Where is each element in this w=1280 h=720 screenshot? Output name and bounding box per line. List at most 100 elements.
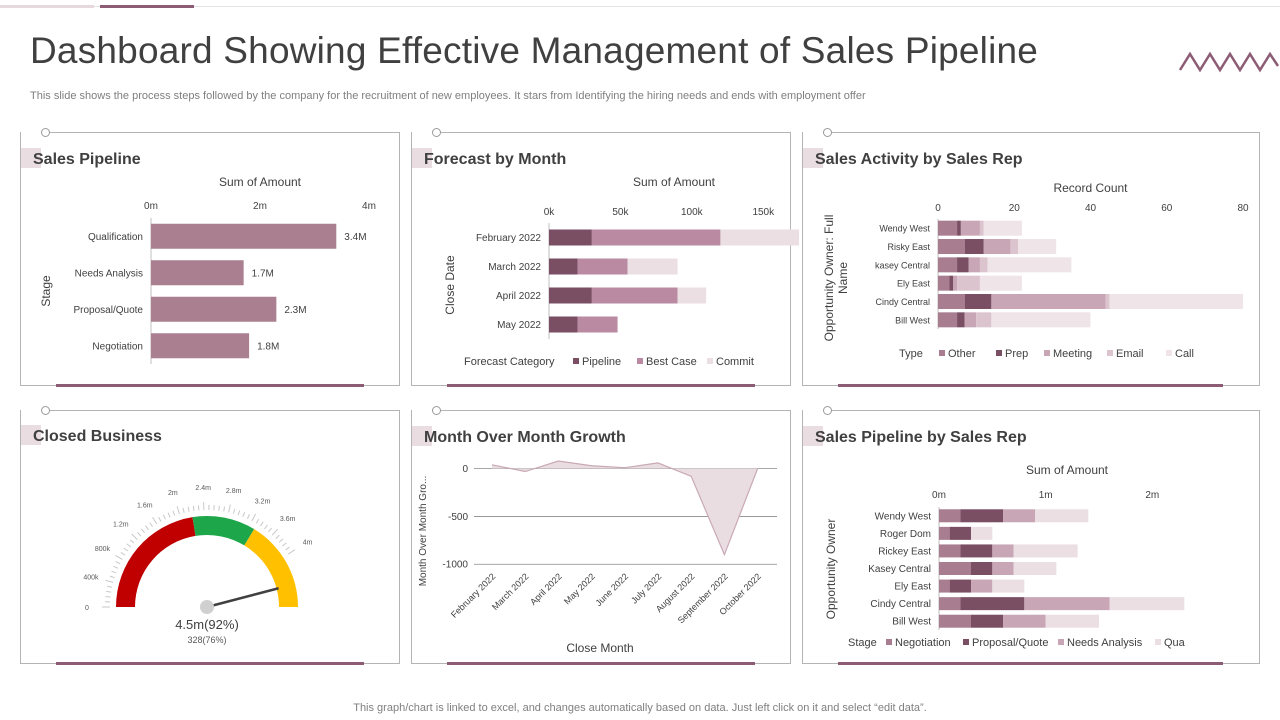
panel-sales-activity: Sales Activity by Sales Rep Record Count… [802, 128, 1260, 387]
x-axis-title: Close Month [566, 641, 633, 655]
y-tick-label: -1000 [442, 560, 468, 571]
bar-segment [1109, 294, 1243, 309]
gauge-tick [105, 579, 114, 583]
legend-label: Needs Analysis [1067, 637, 1143, 649]
legend-swatch [1166, 350, 1172, 356]
forecast-by-month-chart: Sum of Amount 0k 50k 100k 150k February 2022 M… [443, 175, 799, 368]
bar-segment [549, 287, 592, 304]
panel-knob [823, 406, 832, 415]
top-tab-left [0, 5, 94, 8]
bar-segment [549, 316, 578, 333]
x-tick-label: February 2022 [449, 571, 497, 619]
gauge-tick [218, 505, 220, 511]
bar-segment [577, 258, 628, 275]
gauge-tick-label: 1.6m [137, 502, 153, 509]
legend-swatch [707, 358, 713, 364]
gauge-tick [140, 528, 145, 534]
bar-segment [720, 229, 799, 246]
panel-knob [41, 128, 50, 137]
bar-segment [992, 562, 1014, 575]
category-label: Qualification [88, 232, 143, 243]
gauge-tick [129, 539, 135, 544]
bar-segment [992, 544, 1014, 558]
panel-accent-bar [838, 384, 1223, 387]
data-label: 3.4M [344, 232, 366, 243]
bar-segment [960, 597, 1025, 611]
bar-segment [939, 562, 971, 575]
bar-segment [960, 544, 993, 558]
legend-label: Email [1116, 348, 1144, 360]
gauge-tick [149, 522, 153, 528]
bar-segment [957, 220, 961, 236]
bar-segment [939, 614, 971, 628]
gauge-tick [131, 533, 138, 540]
gauge-tick [123, 547, 129, 552]
gauge-tick-label: 400k [83, 575, 99, 582]
category-label: Needs Analysis [75, 268, 143, 279]
category-label: Ely East [894, 582, 931, 593]
gauge-tick [260, 521, 264, 527]
legend-label: Meeting [1053, 348, 1092, 360]
sales-activity-chart: Record Count 0 20 40 60 80 Wendy West Risky Eas… [822, 181, 1249, 360]
panel-title-mom-growth: Month Over Month Growth [424, 429, 626, 446]
bar-segment [1045, 614, 1099, 628]
gauge-tick [145, 525, 149, 530]
legend-label: Commit [716, 356, 754, 368]
gauge-tick [109, 575, 115, 579]
legend-swatch [1058, 639, 1064, 645]
gauge-tick [282, 542, 287, 547]
gauge-tick [105, 596, 111, 598]
panel-accent-bar [56, 662, 364, 665]
x-tick-label: 100k [681, 207, 704, 218]
panel-sales-pipeline: Sales Pipeline Sum of Amount 0m 2m 4m Qualif… [20, 128, 400, 387]
bar-segment [949, 526, 971, 540]
gauge-band [244, 529, 298, 607]
x-tick-label: June 2022 [593, 571, 630, 608]
gauge-tick-label: 1.2m [113, 522, 129, 529]
gauge-tick [158, 516, 162, 522]
category-label: February 2022 [476, 233, 541, 244]
data-label: 1.8M [257, 341, 279, 352]
bar-segment [983, 220, 1022, 236]
bar [151, 296, 277, 322]
bar-segment [591, 229, 721, 246]
bar-segment [1003, 614, 1046, 628]
gauge-needle [206, 587, 279, 609]
bar-segment [949, 579, 971, 593]
bar-segment [987, 257, 1072, 273]
gauge-tick [228, 504, 231, 513]
gauge-tick [187, 506, 190, 512]
legend-label: Other [948, 348, 976, 360]
gauge-tick [237, 510, 241, 516]
x-tick-label: 40 [1085, 203, 1097, 214]
series-line [491, 460, 759, 557]
bar-segment [938, 312, 958, 328]
legend-swatch [996, 350, 1002, 356]
gauge-tick-label: 3.6m [280, 516, 296, 523]
bar-segment [1003, 509, 1035, 523]
footer-note: This graph/chart is linked to excel, and… [353, 702, 927, 714]
gauge-tick [223, 506, 226, 512]
panel-title-sales-activity: Sales Activity by Sales Rep [815, 151, 1023, 168]
panel-tag [21, 148, 41, 168]
gauge-tick [288, 549, 296, 555]
bar-segment [677, 287, 707, 304]
category-label: kasey Central [875, 260, 930, 270]
gauge-tick [182, 507, 185, 513]
bar-segment [591, 287, 678, 304]
category-label: Negotiation [92, 341, 143, 352]
gauge-tick-label: 2.4m [195, 485, 211, 492]
gauge-tick-label: 0 [85, 605, 89, 612]
gauge-tick-label: 2m [168, 490, 178, 497]
category-label: Risky East [887, 242, 930, 252]
panel-title-closed-business: Closed Business [33, 428, 162, 445]
gauge-tick [246, 514, 250, 520]
bar-segment [938, 257, 958, 273]
bar [151, 260, 244, 286]
bar-segment [957, 257, 969, 273]
legend-swatch [963, 639, 969, 645]
legend-swatch [573, 358, 579, 364]
panel-title-forecast-by-month: Forecast by Month [424, 151, 567, 168]
gauge-tick [251, 513, 257, 522]
bar-segment [577, 316, 618, 333]
